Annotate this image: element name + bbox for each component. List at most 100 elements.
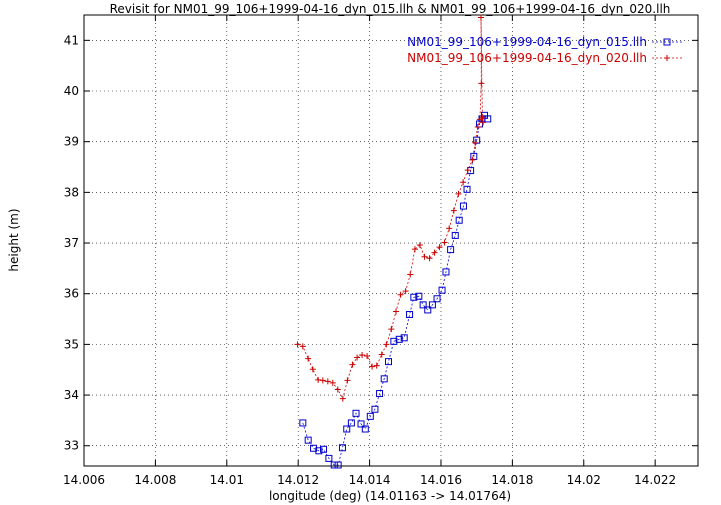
- data-point: [369, 363, 376, 370]
- data-point: [407, 271, 414, 278]
- data-point: [378, 351, 385, 358]
- data-point: [299, 343, 306, 350]
- data-point: [450, 207, 457, 214]
- series-line: [297, 17, 484, 400]
- data-point: [441, 239, 448, 246]
- data-point: [406, 310, 414, 318]
- data-point: [364, 353, 371, 360]
- x-tick-label: 14.012: [277, 473, 319, 487]
- x-tick-label: 14.01: [210, 473, 244, 487]
- x-axis-ticks: 14.006 14.008 14.01 14.012 14.014 14.016 14.01…: [63, 15, 676, 487]
- data-point: [366, 412, 374, 420]
- data-point: [470, 152, 478, 160]
- data-point: [438, 286, 446, 294]
- data-point: [315, 376, 322, 383]
- data-point: [373, 362, 380, 369]
- data-point: [451, 231, 459, 239]
- data-point: [411, 246, 418, 253]
- data-point: [361, 425, 369, 433]
- data-point: [329, 379, 336, 386]
- data-point: [359, 352, 366, 359]
- x-tick-label: 14.016: [420, 473, 462, 487]
- data-point: [390, 337, 398, 345]
- data-point: [415, 292, 423, 300]
- data-point: [426, 255, 433, 262]
- data-point: [352, 409, 360, 417]
- data-point: [347, 419, 355, 427]
- data-point: [385, 358, 393, 366]
- data-point: [402, 288, 409, 295]
- data-point: [338, 444, 346, 452]
- data-point: [433, 295, 441, 303]
- data-point: [484, 115, 492, 123]
- series-1: [299, 111, 492, 469]
- data-point: [343, 425, 351, 433]
- data-point: [428, 301, 436, 309]
- legend-label: NM01_99_106+1999-04-16_dyn_020.llh: [407, 51, 647, 65]
- legend: NM01_99_106+1999-04-16_dyn_015.llh NM01_9…: [407, 35, 682, 65]
- x-tick-label: 14.02: [567, 473, 601, 487]
- data-point: [294, 341, 301, 348]
- data-point: [431, 249, 438, 256]
- data-point: [320, 445, 328, 453]
- grid-lines: [83, 15, 698, 466]
- data-point: [436, 244, 443, 251]
- data-point: [339, 395, 346, 402]
- data-point: [479, 114, 486, 121]
- data-point: [319, 377, 326, 384]
- y-tick-label: 36: [64, 287, 79, 301]
- data-point: [357, 420, 365, 428]
- data-point: [354, 354, 361, 361]
- legend-marker: [664, 55, 670, 61]
- data-point: [472, 139, 479, 146]
- y-tick-label: 34: [64, 388, 79, 402]
- data-point: [309, 366, 316, 373]
- data-point: [424, 306, 432, 314]
- data-point: [344, 377, 351, 384]
- data-point: [388, 326, 395, 333]
- data-point: [371, 405, 379, 413]
- data-point: [421, 253, 428, 260]
- series-2: [294, 14, 487, 402]
- data-point: [447, 246, 455, 254]
- data-point: [455, 216, 463, 224]
- data-point: [330, 461, 338, 469]
- x-tick-label: 14.022: [634, 473, 676, 487]
- data-point: [349, 361, 356, 368]
- series-layer: [294, 14, 492, 469]
- data-point: [325, 454, 333, 462]
- data-point: [334, 461, 342, 469]
- data-point: [446, 225, 453, 232]
- y-tick-label: 38: [64, 185, 79, 199]
- data-point: [419, 301, 427, 309]
- chart-title: Revisit for NM01_99_106+1999-04-16_dyn_0…: [110, 2, 671, 16]
- legend-label: NM01_99_106+1999-04-16_dyn_015.llh: [407, 35, 647, 49]
- data-point: [376, 390, 384, 398]
- data-point: [324, 378, 331, 385]
- data-point: [299, 419, 307, 427]
- data-point: [392, 308, 399, 315]
- y-tick-label: 40: [64, 84, 79, 98]
- data-point: [416, 242, 423, 249]
- data-point: [480, 119, 487, 126]
- x-tick-label: 14.008: [134, 473, 176, 487]
- data-point: [315, 447, 323, 455]
- data-point: [455, 190, 462, 197]
- data-point: [380, 375, 388, 383]
- data-point: [474, 123, 481, 130]
- data-point: [304, 436, 312, 444]
- y-axis-ticks: 33 34 35 36 37 38 39 40 41: [64, 33, 698, 453]
- data-point: [460, 179, 467, 186]
- data-point: [459, 202, 467, 210]
- y-tick-label: 39: [64, 135, 79, 149]
- x-tick-label: 14.006: [63, 473, 105, 487]
- data-point: [464, 167, 471, 174]
- x-axis-label: longitude (deg) (14.01163 -> 14.01764): [269, 489, 511, 503]
- y-tick-label: 37: [64, 236, 79, 250]
- data-point: [383, 341, 390, 348]
- data-point: [395, 335, 403, 343]
- data-point: [410, 293, 418, 301]
- x-tick-label: 14.018: [491, 473, 533, 487]
- data-point: [400, 334, 408, 342]
